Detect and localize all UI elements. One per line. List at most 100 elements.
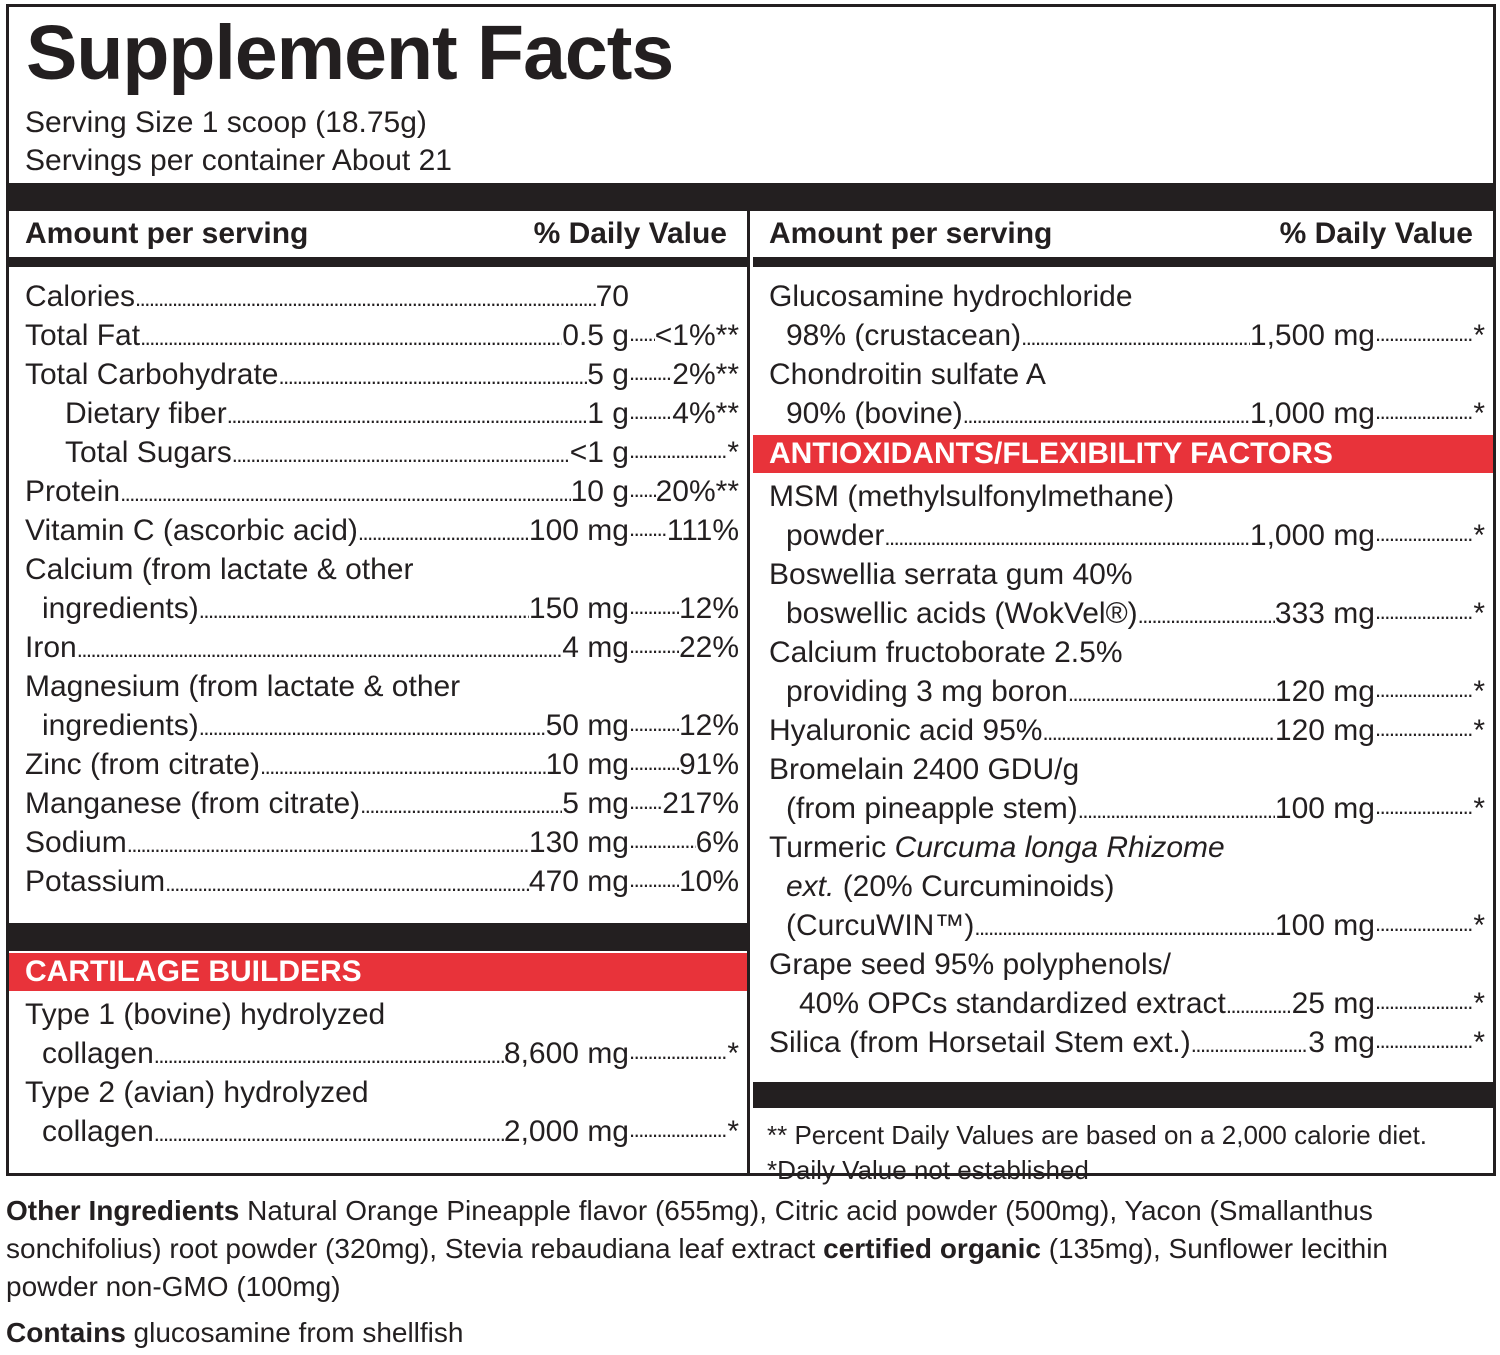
- certified-organic-text: certified organic: [823, 1233, 1041, 1264]
- amount: 0.5 g: [562, 318, 629, 352]
- nutrient-name: Magnesium (from lactate & other: [25, 669, 461, 703]
- nutrient-name: Calories: [25, 279, 136, 313]
- daily-value: *: [727, 435, 739, 469]
- daily-value-cell: <1%**: [629, 318, 739, 352]
- divider-bar: [9, 183, 1493, 211]
- table-row: (CurcuWIN™) 100 mg *: [769, 906, 1485, 945]
- dot-leader: [629, 1119, 727, 1147]
- table-row: Boswellia serrata gum 40%: [769, 555, 1485, 594]
- supplement-facts-panel: Supplement Facts Serving Size 1 scoop (1…: [6, 4, 1496, 1185]
- nutrient-name: MSM (methylsulfonylmethane): [769, 479, 1175, 513]
- column-header: Amount per serving % Daily Value: [9, 211, 747, 257]
- daily-value: 10%: [678, 864, 739, 898]
- dot-leader: [629, 518, 667, 546]
- table-row: Manganese (from citrate) 5 mg 217%: [25, 784, 739, 823]
- dot-leader: [1042, 722, 1274, 750]
- daily-value-cell: 22%: [629, 630, 739, 664]
- daily-value-cell: *: [1375, 910, 1485, 941]
- footnote-daily-values: ** Percent Daily Values are based on a 2…: [767, 1120, 1428, 1150]
- nutrient-name: powder: [786, 518, 885, 552]
- dot-leader: [1375, 601, 1473, 629]
- dot-leader: [1375, 679, 1473, 707]
- daily-value: 111%: [666, 513, 739, 547]
- divider-bar: [9, 257, 747, 267]
- dot-leader: [629, 323, 655, 351]
- servings-per-container: Servings per container About 21: [25, 144, 452, 177]
- divider-bar: [753, 257, 1493, 267]
- daily-value: *: [1473, 791, 1485, 825]
- nutrient-name: Turmeric Curcuma longa Rhizome: [769, 830, 1225, 864]
- dot-leader: [1375, 796, 1473, 824]
- daily-value-cell: 6%: [629, 827, 739, 858]
- nutrient-name: Calcium (from lactate & other: [25, 552, 414, 586]
- dot-leader: [1375, 523, 1473, 551]
- left-column: Amount per serving % Daily Value Calorie…: [9, 211, 750, 1173]
- name-segment: Turmeric: [769, 830, 895, 864]
- amount: 2,000 mg: [503, 1114, 629, 1148]
- nutrient-name: Potassium: [25, 864, 166, 898]
- dot-leader: [1375, 401, 1473, 429]
- nutrient-name: Calcium fructoborate 2.5%: [769, 635, 1123, 669]
- table-row: Hyaluronic acid 95% 120 mg *: [769, 711, 1485, 750]
- amount: 1,000 mg: [1249, 518, 1375, 552]
- dot-leader: [1375, 991, 1473, 1019]
- nutrient-name: collagen: [42, 1114, 154, 1148]
- footnotes: ** Percent Daily Values are based on a 2…: [753, 1108, 1493, 1188]
- name-segment: (20% Curcuminoids): [834, 869, 1115, 903]
- amount: 1,500 mg: [1249, 318, 1375, 352]
- daily-value: *: [727, 1114, 739, 1148]
- table-row: Total Sugars <1 g *: [25, 433, 739, 472]
- daily-value-cell: *: [1375, 791, 1485, 825]
- nutrient-name: ext. (20% Curcuminoids): [786, 869, 1115, 903]
- right-column: Amount per serving % Daily Value Glucosa…: [753, 211, 1493, 1185]
- nutrient-name: Manganese (from citrate): [25, 786, 361, 820]
- amount: 5 g: [587, 357, 629, 391]
- amount: 25 mg: [1291, 986, 1375, 1020]
- amount: 5 mg: [562, 786, 629, 820]
- dot-leader: [629, 596, 679, 624]
- dot-leader: [358, 522, 529, 550]
- table-row: (from pineapple stem) 100 mg *: [769, 789, 1485, 828]
- other-ingredients-label: Other Ingredients: [6, 1195, 240, 1226]
- dot-leader: [154, 1045, 504, 1073]
- nutrient-name: Glucosamine hydrochloride: [769, 279, 1133, 313]
- dot-leader: [1226, 995, 1292, 1023]
- nutrient-name: (from pineapple stem): [786, 791, 1078, 825]
- name-segment: ext.: [786, 869, 835, 903]
- daily-value-cell: *: [629, 1036, 739, 1070]
- table-row: collagen 2,000 mg *: [25, 1112, 739, 1151]
- dot-leader: [963, 405, 1250, 433]
- table-row: Vitamin C (ascorbic acid) 100 mg 111%: [25, 511, 739, 550]
- daily-value-cell: *: [1375, 598, 1485, 629]
- daily-value: 22%: [678, 630, 739, 664]
- daily-value: <1%**: [654, 318, 739, 352]
- dot-leader: [1078, 800, 1275, 828]
- daily-value: *: [1473, 518, 1485, 552]
- daily-value: *: [1473, 986, 1485, 1020]
- dot-leader: [120, 483, 571, 511]
- table-row: ext. (20% Curcuminoids): [769, 867, 1485, 906]
- daily-value: *: [1473, 396, 1485, 430]
- dot-leader: [629, 479, 656, 507]
- daily-value-cell: *: [1375, 715, 1485, 746]
- daily-value: 20%**: [655, 474, 739, 508]
- table-row: Calcium fructoborate 2.5%: [769, 633, 1485, 672]
- table-row: powder 1,000 mg *: [769, 516, 1485, 555]
- amount: 8,600 mg: [503, 1036, 629, 1070]
- daily-value-cell: *: [1375, 676, 1485, 707]
- daily-value: *: [727, 1036, 739, 1070]
- nutrient-name: Protein: [25, 474, 121, 508]
- daily-value-cell: *: [1375, 518, 1485, 552]
- table-row: Potassium 470 mg 10%: [25, 862, 739, 901]
- allergen-statement: Contains glucosamine from shellfish: [6, 1317, 463, 1349]
- table-row: collagen 8,600 mg *: [25, 1034, 739, 1073]
- table-row: Calories 70: [25, 277, 739, 316]
- dot-leader: [1138, 605, 1275, 633]
- nutrient-name: 90% (bovine): [786, 396, 963, 430]
- amount: 3 mg: [1308, 1025, 1375, 1059]
- amount: 150 mg: [528, 591, 629, 625]
- table-row: Type 1 (bovine) hydrolyzed: [25, 995, 739, 1034]
- daily-value-cell: 10%: [629, 864, 739, 898]
- other-ingredients-text-2: (135mg), Sunflower lecithin powder non-G…: [6, 1233, 1388, 1302]
- table-row: 90% (bovine) 1,000 mg *: [769, 394, 1485, 433]
